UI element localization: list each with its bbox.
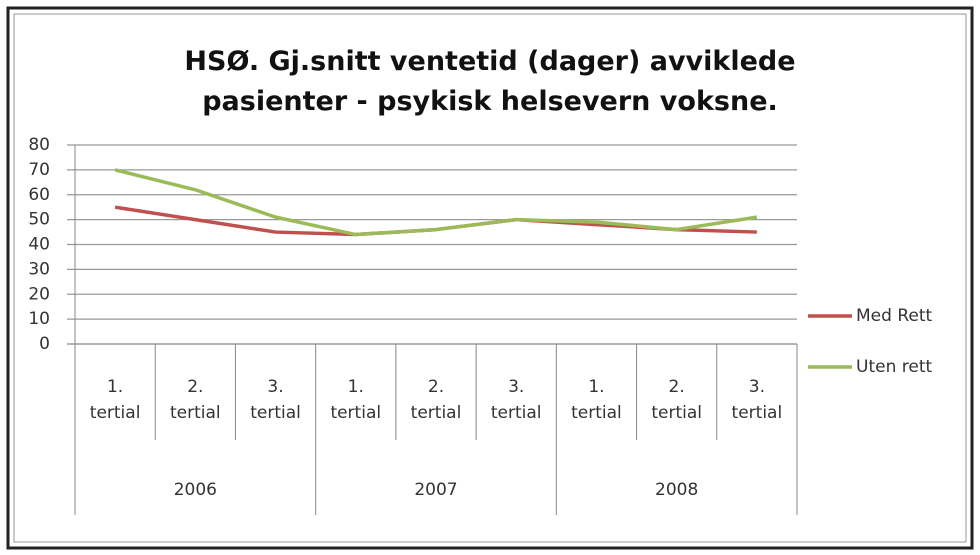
y-tick-label: 50 [28,210,50,230]
y-tick-label: 0 [39,334,50,354]
group-label: 2008 [655,480,698,500]
x-tick-label: 2. tertial [651,377,702,423]
x-tick-label: 1. tertial [89,377,141,423]
legend-label: Med Rett [856,306,932,326]
y-tick-label: 60 [28,185,50,205]
inner-frame [13,13,967,543]
x-tick-label: 3. tertial [490,377,542,423]
series-line [114,168,758,237]
x-tick-label: 1. tertial [571,377,622,423]
y-tick-label: 30 [28,259,50,279]
y-tick-label: 80 [28,135,50,155]
x-tick-label: 1. tertial [330,377,382,423]
y-tick-label: 40 [28,235,50,255]
legend-label: Uten rett [856,357,932,377]
x-tick-label: 3. tertial [250,377,301,423]
y-tick-label: 20 [28,284,50,304]
chart-title: HSØ. Gj.snitt ventetid (dager) avviklede… [184,46,796,117]
y-tick-label: 10 [28,309,50,329]
x-tick-label: 3. tertial [731,377,783,423]
x-tick-label: 2. tertial [170,377,221,423]
group-label: 2007 [414,480,457,500]
frame [6,6,974,550]
x-tick-label: 2. tertial [410,377,462,423]
group-label: 2006 [174,480,217,500]
y-tick-label: 70 [28,160,50,180]
